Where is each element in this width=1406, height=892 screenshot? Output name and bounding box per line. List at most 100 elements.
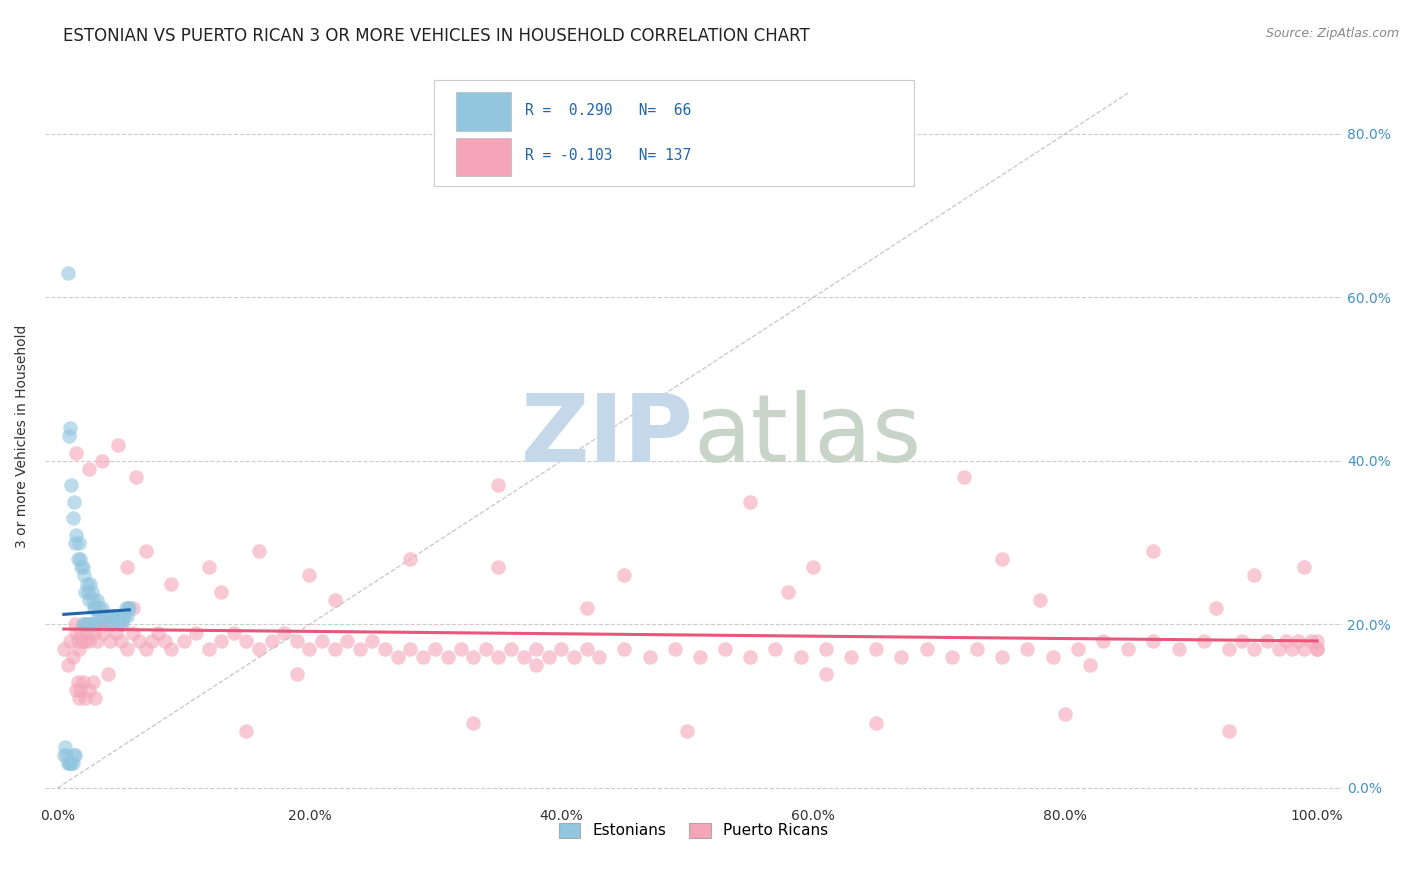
Point [486, 478, 509, 492]
Point [77, 593, 100, 607]
Point [118, 601, 141, 615]
Point [63, 495, 86, 509]
Point [84, 617, 107, 632]
Point [425, 642, 447, 657]
Point [69, 682, 91, 697]
Text: R =  0.290   N=  66: R = 0.290 N= 66 [524, 103, 692, 118]
Point [72, 674, 94, 689]
Point [115, 609, 138, 624]
Point [153, 633, 176, 648]
Point [387, 650, 409, 665]
Point [247, 642, 270, 657]
Point [110, 617, 132, 632]
Point [77, 462, 100, 476]
Point [676, 723, 699, 738]
Point [77, 682, 100, 697]
Point [56, 658, 79, 673]
Point [1299, 633, 1322, 648]
Point [103, 609, 125, 624]
Point [524, 642, 547, 657]
Point [122, 601, 145, 615]
Point [197, 560, 219, 574]
Point [197, 642, 219, 657]
Point [247, 544, 270, 558]
Point [59, 756, 82, 771]
Point [69, 552, 91, 566]
Point [1230, 633, 1253, 648]
Point [83, 601, 105, 615]
Point [789, 650, 811, 665]
Point [714, 642, 737, 657]
Point [63, 748, 86, 763]
Point [412, 650, 434, 665]
Text: ZIP: ZIP [520, 391, 693, 483]
Point [1054, 707, 1077, 722]
Point [111, 617, 134, 632]
Point [79, 576, 101, 591]
Point [235, 633, 257, 648]
Point [128, 633, 150, 648]
Point [83, 625, 105, 640]
Point [90, 454, 112, 468]
Point [613, 568, 636, 582]
Point [112, 609, 135, 624]
Point [115, 560, 138, 574]
Point [323, 642, 346, 657]
Point [1029, 593, 1052, 607]
Point [58, 756, 80, 771]
Point [209, 584, 232, 599]
Point [575, 642, 598, 657]
Point [839, 650, 862, 665]
Point [86, 593, 108, 607]
Point [1268, 642, 1291, 657]
Point [399, 552, 422, 566]
Point [1192, 633, 1215, 648]
Point [107, 437, 129, 451]
Point [285, 666, 308, 681]
Point [65, 446, 87, 460]
Point [865, 715, 887, 730]
Point [1306, 633, 1329, 648]
Point [59, 633, 82, 648]
Bar [456, 93, 510, 130]
Point [184, 625, 207, 640]
Point [664, 642, 686, 657]
Point [915, 642, 938, 657]
Point [70, 560, 93, 574]
Point [273, 625, 295, 640]
Point [475, 642, 498, 657]
Point [87, 609, 110, 624]
Point [53, 740, 76, 755]
Y-axis label: 3 or more Vehicles in Household: 3 or more Vehicles in Household [15, 325, 30, 548]
Point [98, 609, 121, 624]
Point [67, 691, 90, 706]
Point [82, 593, 104, 607]
Point [76, 576, 98, 591]
Point [66, 674, 89, 689]
Point [97, 609, 120, 624]
Point [80, 617, 103, 632]
Point [100, 633, 122, 648]
Point [991, 650, 1014, 665]
Point [75, 584, 97, 599]
Point [114, 601, 136, 615]
Point [59, 421, 82, 435]
Point [1294, 642, 1316, 657]
Point [1116, 642, 1139, 657]
Point [311, 633, 333, 648]
Point [740, 650, 762, 665]
Point [463, 715, 485, 730]
Point [73, 568, 96, 582]
Point [550, 642, 572, 657]
Point [84, 691, 107, 706]
Point [486, 650, 509, 665]
Point [437, 650, 460, 665]
Point [72, 633, 94, 648]
Point [1218, 723, 1240, 738]
Point [135, 544, 157, 558]
Point [56, 266, 79, 280]
Bar [456, 138, 510, 177]
FancyBboxPatch shape [434, 79, 914, 186]
Point [89, 617, 111, 632]
Point [399, 642, 422, 657]
